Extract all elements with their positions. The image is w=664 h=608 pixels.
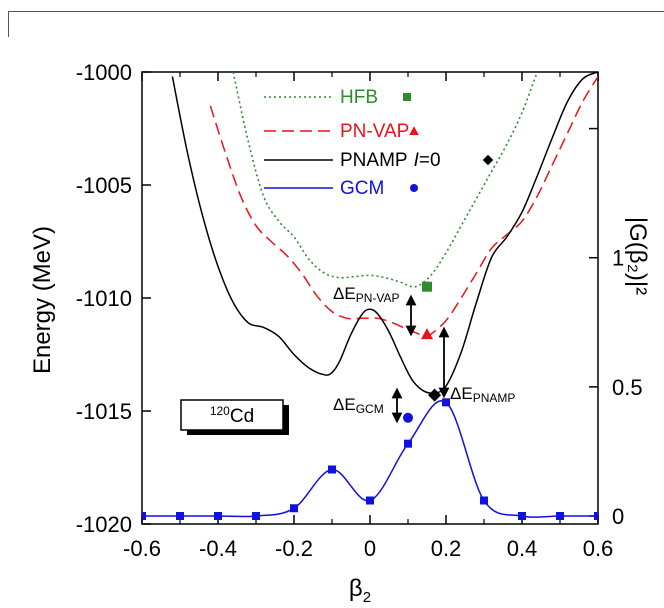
delta-pnvap-sub: PN-VAP [356, 291, 400, 305]
gcm-weight-marker [214, 512, 222, 520]
y-tick-label: -1000 [76, 60, 132, 85]
gcm-weight-marker [442, 398, 450, 406]
minimum-marker-pnamp [428, 389, 441, 402]
x-tick-label: 0.6 [583, 536, 614, 561]
x-axis-title-main: β [349, 575, 363, 602]
gcm-weight-marker [328, 466, 336, 474]
gcm-weight-marker [556, 512, 564, 520]
delta-gcm-main: ΔE [333, 395, 356, 414]
nucleus-symbol: Cd [230, 406, 254, 427]
gcm-weight-marker [480, 497, 488, 505]
legend-marker-hfb [403, 93, 411, 101]
legend-label-main: PNAMP [340, 150, 408, 171]
legend-label-tail: =0 [419, 150, 441, 171]
gcm-weight-marker [594, 512, 602, 520]
gcm-weight-marker [176, 512, 184, 520]
y-axis-title-right: |G(β₂)|² [624, 217, 651, 295]
gcm-weight-marker [404, 440, 412, 448]
series-line-hfb [233, 72, 537, 287]
gcm-weight-marker [366, 497, 374, 505]
minimum-marker-gcm [403, 413, 413, 423]
legend-label-main: GCM [340, 178, 384, 199]
y-axis-title: Energy (MeV) [29, 226, 56, 374]
x-axis-title: β2 [349, 575, 371, 606]
delta-pnamp-main: ΔE [450, 384, 473, 403]
series-line-pn-vap [210, 77, 598, 336]
x-tick-label: -0.6 [123, 536, 161, 561]
y-right-tick-label: 0.5 [612, 375, 643, 400]
delta-gcm-sub: GCM [356, 402, 384, 416]
gcm-weight-marker [252, 512, 260, 520]
delta-pnamp-label: ΔEPNAMP [450, 384, 515, 405]
y-tick-label: -1005 [76, 173, 132, 198]
delta-pnvap-label: ΔEPN-VAP [333, 284, 400, 305]
legend-label-pn-vap: PN-VAP [340, 121, 409, 142]
delta-pnvap-main: ΔE [333, 284, 356, 303]
gcm-weight-marker [290, 504, 298, 512]
x-tick-label: -0.2 [275, 536, 313, 561]
x-tick-label: 0.2 [431, 536, 462, 561]
x-tick-label: 0.4 [507, 536, 538, 561]
x-tick-label: 0 [364, 536, 376, 561]
legend-label-hfb: HFB [340, 87, 378, 108]
y-tick-label: -1015 [76, 399, 132, 424]
y-tick-label: -1010 [76, 286, 132, 311]
x-axis-title-sub: 2 [363, 589, 371, 606]
legend-label-pnamp: PNAMP I=0 [340, 150, 441, 171]
delta-pnamp-sub: PNAMP [473, 391, 516, 405]
points-layer [403, 282, 441, 423]
legend-marker-gcm [410, 184, 418, 192]
nucleus-mass: 120 [210, 404, 230, 418]
legend-label-main: PN-VAP [340, 121, 409, 142]
x-tick-label: -0.4 [199, 536, 237, 561]
legend-marker-pnamp [483, 155, 493, 165]
y-right-tick-label: 1 [612, 246, 624, 271]
delta-gcm-label: ΔEGCM [333, 395, 384, 416]
y-right-tick-label: 0 [612, 504, 624, 529]
y-tick-label: -1020 [76, 512, 132, 537]
legend: HFB PN-VAP PNAMP I=0 GCM [264, 87, 493, 199]
minimum-marker-hfb [422, 282, 432, 292]
legend-label-gcm: GCM [340, 178, 384, 199]
legend-marker-pn-vap [409, 126, 419, 135]
legend-label-main: HFB [340, 87, 378, 108]
gcm-weight-marker [138, 512, 146, 520]
gcm-weight-marker [518, 512, 526, 520]
